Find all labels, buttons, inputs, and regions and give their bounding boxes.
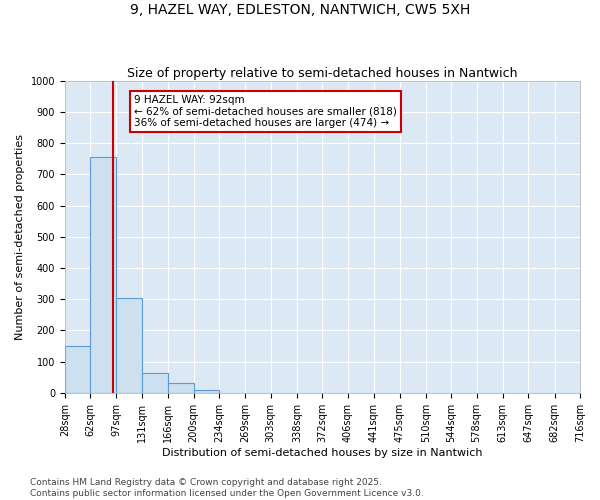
- Bar: [142, 372, 168, 393]
- Bar: [65, 346, 90, 393]
- Bar: [168, 384, 194, 393]
- X-axis label: Distribution of semi-detached houses by size in Nantwich: Distribution of semi-detached houses by …: [162, 448, 482, 458]
- Bar: [90, 157, 116, 393]
- Title: Size of property relative to semi-detached houses in Nantwich: Size of property relative to semi-detach…: [127, 66, 518, 80]
- Text: 9, HAZEL WAY, EDLESTON, NANTWICH, CW5 5XH: 9, HAZEL WAY, EDLESTON, NANTWICH, CW5 5X…: [130, 2, 470, 16]
- Y-axis label: Number of semi-detached properties: Number of semi-detached properties: [15, 134, 25, 340]
- Bar: [116, 298, 142, 393]
- Text: 9 HAZEL WAY: 92sqm
← 62% of semi-detached houses are smaller (818)
36% of semi-d: 9 HAZEL WAY: 92sqm ← 62% of semi-detache…: [134, 94, 397, 128]
- Bar: [194, 390, 219, 393]
- Text: Contains HM Land Registry data © Crown copyright and database right 2025.
Contai: Contains HM Land Registry data © Crown c…: [30, 478, 424, 498]
